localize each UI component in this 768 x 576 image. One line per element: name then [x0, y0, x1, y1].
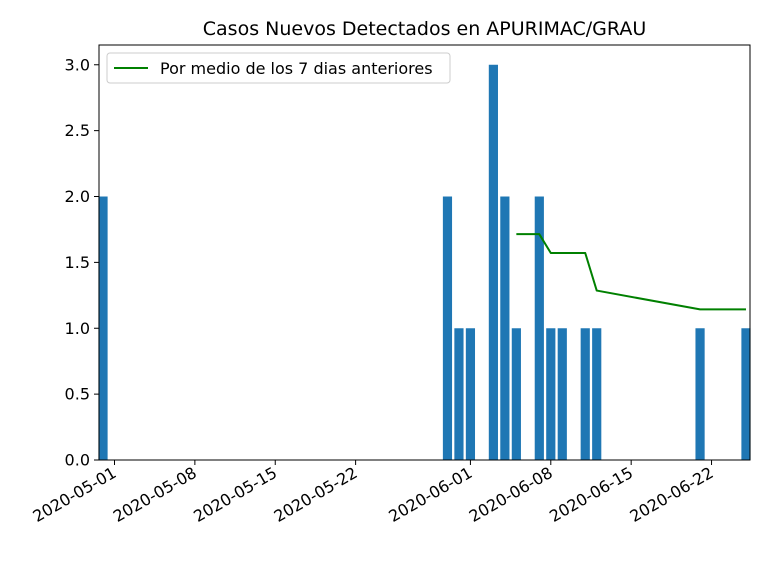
line-layer — [516, 233, 746, 311]
y-tick-label: 3.0 — [65, 55, 90, 74]
x-tick-label: 2020-06-22 — [627, 463, 717, 526]
x-tick-label: 2020-05-08 — [110, 463, 200, 526]
legend-box — [106, 52, 451, 84]
bar — [98, 196, 108, 460]
x-tick-label: 2020-05-01 — [29, 463, 119, 526]
bar — [592, 328, 602, 460]
plot-frame — [98, 44, 751, 461]
x-axis: 2020-05-012020-05-082020-05-152020-05-22… — [29, 460, 717, 526]
bar — [488, 64, 498, 460]
y-tick-label: 1.5 — [65, 253, 90, 272]
chart-title: Casos Nuevos Detectados en APURIMAC/GRAU — [203, 18, 646, 40]
x-tick-label: 2020-06-01 — [385, 463, 475, 526]
bar — [465, 328, 476, 460]
legend-label: Por medio de los 7 dias anteriores — [160, 59, 433, 78]
y-axis: 0.0 0.5 1.0 1.5 2.0 2.5 3.0 — [65, 55, 99, 470]
bar — [442, 196, 453, 460]
x-tick-label: 2020-06-08 — [466, 463, 556, 526]
y-tick-label: 2.5 — [65, 121, 90, 140]
y-tick-label: 2.0 — [65, 187, 90, 206]
series-line — [516, 233, 746, 311]
x-tick-label: 2020-06-15 — [546, 463, 636, 526]
y-tick-label: 0.5 — [65, 385, 90, 404]
bar — [741, 328, 751, 460]
bars-group — [98, 64, 751, 460]
bar — [580, 328, 590, 460]
bar — [546, 328, 556, 460]
y-tick-label: 1.0 — [65, 319, 90, 338]
x-tick-label: 2020-05-22 — [271, 463, 361, 526]
x-tick-label: 2020-05-15 — [190, 463, 280, 526]
bar — [500, 196, 510, 460]
y-tick-label: 0.0 — [65, 451, 90, 470]
legend: Por medio de los 7 dias anteriores — [106, 52, 451, 84]
bar — [511, 328, 521, 460]
bar — [454, 328, 464, 460]
bar — [557, 328, 567, 460]
bar — [695, 328, 705, 460]
bar — [534, 196, 544, 460]
